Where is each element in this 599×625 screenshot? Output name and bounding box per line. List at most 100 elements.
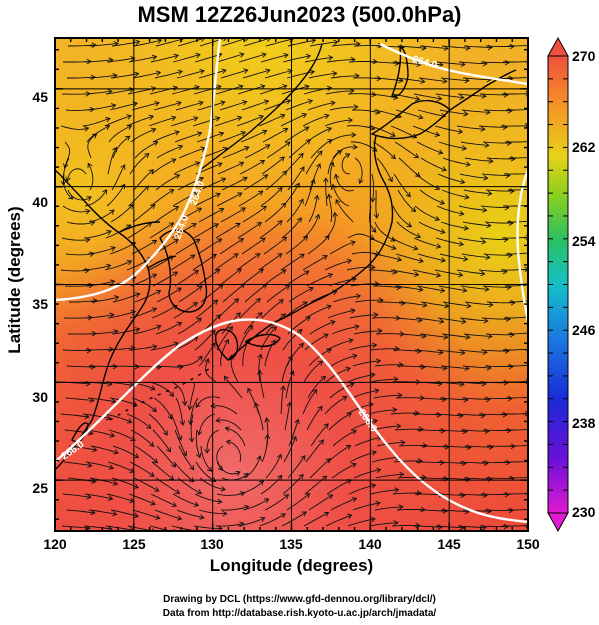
streamline [178, 445, 195, 470]
streamline-arrowhead [326, 348, 332, 354]
streamline [328, 134, 356, 143]
streamline-arrowhead [458, 271, 464, 278]
streamline-arrowhead [156, 324, 162, 330]
streamline [87, 104, 116, 111]
streamline [104, 115, 132, 127]
streamline [241, 237, 266, 255]
streamline [353, 469, 381, 479]
streamline [197, 238, 222, 255]
streamline-arrowhead [215, 192, 221, 198]
streamline-arrowhead [350, 308, 356, 314]
streamline-arrowhead [483, 460, 489, 466]
streamline-arrowhead [533, 298, 537, 303]
streamline [479, 93, 508, 96]
streamline [238, 53, 267, 63]
streamline-arrowhead [372, 418, 379, 425]
credit-data: Data from http://database.rish.kyoto-u.a… [162, 608, 437, 619]
streamline [286, 493, 310, 511]
streamline [420, 301, 449, 307]
streamline-arrowhead [199, 68, 205, 75]
streamline [394, 141, 419, 158]
streamline-arrowhead [313, 194, 320, 200]
streamline [171, 381, 186, 406]
streamline [149, 222, 174, 239]
streamline-arrowhead [150, 385, 156, 391]
streamline [392, 492, 421, 495]
streamline [153, 397, 173, 420]
streamline-arrowhead [484, 286, 490, 292]
streamline [87, 133, 97, 159]
streamline-arrowhead [154, 486, 160, 492]
streamline [370, 348, 399, 351]
streamline-arrowhead [374, 281, 380, 287]
streamline-arrowhead [177, 69, 184, 75]
streamline [420, 157, 447, 171]
streamline-arrowhead [418, 286, 424, 293]
streamline [310, 423, 329, 447]
streamline-arrowhead [420, 364, 426, 370]
streamline-arrowhead [532, 475, 536, 480]
colorbar: 270 262 254 246 238 230 [547, 36, 596, 533]
streamline-arrowhead [317, 360, 324, 366]
streamline [413, 93, 442, 100]
streamline [284, 270, 310, 287]
streamline [218, 268, 242, 287]
streamline [171, 86, 200, 95]
streamline-arrowhead [422, 442, 428, 449]
streamline-arrowhead [509, 188, 515, 194]
streamline [198, 413, 216, 435]
streamline [284, 402, 291, 431]
streamline [65, 397, 94, 402]
x-tick-label: 135 [279, 536, 303, 552]
streamline [418, 509, 448, 512]
streamline-arrowhead [485, 109, 491, 115]
streamline [329, 383, 354, 399]
streamline [89, 330, 118, 335]
streamline-arrowhead [156, 364, 162, 370]
streamline [464, 445, 494, 448]
streamline [131, 239, 157, 255]
streamline [482, 429, 511, 431]
streamline [485, 45, 515, 47]
streamline-arrowhead [120, 183, 126, 190]
streamline-arrowhead [151, 528, 156, 531]
streamline [89, 42, 118, 47]
streamline [127, 222, 152, 239]
streamline [284, 126, 310, 143]
streamline-arrowhead [333, 173, 340, 179]
streamline [200, 445, 212, 472]
streamline-arrowhead [235, 223, 241, 228]
streamline [216, 53, 244, 63]
streamline [374, 77, 403, 82]
streamline-arrowhead [396, 284, 402, 291]
streamline-arrowhead [277, 186, 283, 193]
streamline [244, 283, 267, 303]
streamline [372, 425, 401, 431]
y-tick-label: 25 [32, 480, 48, 496]
streamline-arrowhead [390, 154, 396, 160]
streamline [484, 365, 513, 368]
streamline [483, 397, 513, 400]
streamline [373, 253, 402, 261]
streamline-arrowhead [327, 272, 334, 279]
streamline [126, 115, 154, 127]
streamline-arrowhead [154, 100, 160, 107]
streamline-arrowhead [148, 169, 155, 175]
streamline-arrowhead [487, 476, 493, 482]
streamline [199, 477, 226, 490]
streamline-arrowhead [314, 213, 321, 220]
streamline [216, 445, 224, 471]
streamline-arrowhead [242, 176, 248, 182]
streamline [310, 139, 333, 159]
streamline [480, 205, 509, 209]
streamline-arrowhead [376, 467, 382, 474]
streamline [237, 517, 265, 527]
streamline [154, 365, 184, 368]
streamline-arrowhead [113, 449, 119, 455]
streamline [85, 314, 114, 319]
streamline-arrowhead [531, 507, 535, 512]
streamline [149, 525, 174, 531]
streamline-arrowhead [151, 239, 158, 245]
streamline [220, 339, 229, 367]
contour-line [516, 169, 528, 323]
